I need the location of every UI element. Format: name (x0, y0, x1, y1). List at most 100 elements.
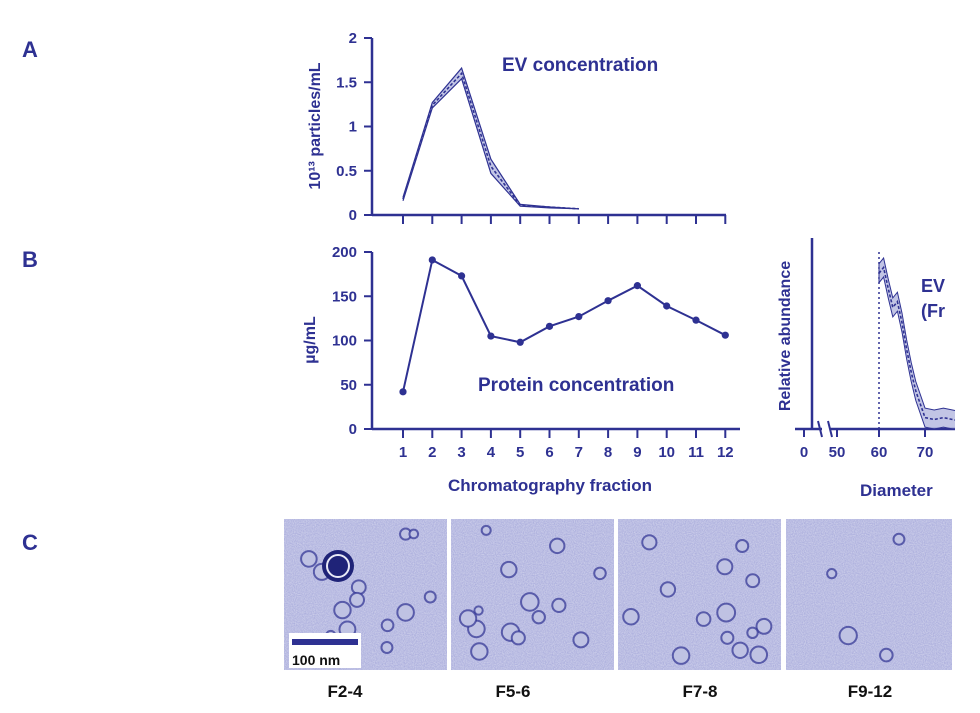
chart-b-x-tick-label: 12 (717, 444, 734, 461)
vesicle-particle (671, 646, 691, 665)
vesicle-particle (500, 560, 518, 579)
panel-letter-a: A (22, 37, 38, 62)
chart-b-x-label: Chromatography fraction (448, 476, 652, 495)
vesicle-particle (826, 568, 838, 580)
chart-b-x-tick-label: 1 (399, 444, 407, 461)
chart-c-title-line1: EV (921, 276, 945, 296)
panel-letter-c: C (22, 530, 38, 555)
vesicle-particle (333, 600, 352, 620)
vesicle-particle (731, 641, 749, 659)
axis-break-mark (817, 420, 823, 438)
vesicle-particle (746, 626, 759, 640)
micrograph-label: F2-4 (328, 682, 364, 701)
tem-micrographs: F2-4 F5-6 F7-8 F9-12 (284, 519, 952, 701)
chart-c-x-tick-label: 70 (917, 444, 934, 461)
chart-b-y-tick-label: 0 (349, 421, 357, 438)
chart-a-y-tick-label: 1.5 (336, 74, 357, 91)
chart-b-y-tick-label: 100 (332, 333, 357, 350)
chart-a-lower-bound-line (402, 77, 579, 210)
vesicle-particle (510, 630, 526, 646)
micrograph-label: F5-6 (496, 682, 531, 701)
chart-b-point (692, 316, 700, 324)
vesicle-particle (470, 642, 489, 661)
chart-b-x-tick-label: 3 (457, 444, 465, 461)
chart-a-title: EV concentration (502, 55, 658, 76)
vesicle-particle (300, 550, 318, 568)
size-distribution-chart: C 0 50 60 70 EV (Fr Relative abundance Diam… (737, 238, 955, 500)
vesicle-particle (622, 607, 640, 626)
scale-bar: 100 nm (289, 633, 361, 668)
chart-b-y-tick-label: 150 (332, 288, 357, 305)
vesicle-particle (408, 528, 420, 540)
axis-break-mark (827, 420, 833, 438)
scale-bar-label: 100 nm (292, 652, 340, 668)
micrograph-panel: F2-4 (284, 519, 447, 701)
vesicle-particle (572, 631, 590, 649)
chart-a-y-tick-label: 1 (349, 119, 357, 136)
micrograph-texture (786, 519, 952, 670)
vesicle-particle (735, 538, 750, 554)
vesicle-particle (892, 532, 906, 546)
vesicle-particle (695, 611, 712, 627)
chart-b-x-tick-label: 5 (516, 444, 524, 461)
vesicle-particle (659, 581, 677, 598)
vesicle-particle (423, 590, 437, 604)
chart-c-title-line2: (Fr (921, 301, 945, 321)
vesicle-particle (593, 566, 607, 581)
vesicle-particle (473, 605, 484, 616)
vesicle-particle (879, 647, 894, 663)
vesicle-particle (755, 617, 773, 635)
vesicle-particle (396, 603, 415, 622)
vesicle-particle (480, 524, 492, 536)
vesicle-particle (551, 597, 567, 613)
chart-b-point (399, 388, 407, 396)
chart-c-x-tick-label: 50 (829, 444, 846, 461)
micrograph-panel: F9-12 (786, 519, 952, 701)
micrograph-label: F9-12 (848, 682, 892, 701)
chart-b-point (458, 272, 466, 280)
panel-letter-c-inset: C (737, 246, 750, 266)
vesicle-particle (749, 645, 769, 665)
chart-a-error-band (403, 68, 579, 209)
panel-letter-b: B (22, 247, 38, 272)
chart-b-line (402, 258, 726, 393)
chart-b-x-tick-label: 11 (688, 444, 704, 461)
chart-b-y-label: µg/mL (302, 316, 319, 364)
vesicle-particle (531, 609, 546, 625)
vesicle-particle (349, 591, 365, 608)
vesicle-particle (641, 534, 658, 551)
micrograph-panel: F5-6 (451, 519, 614, 701)
chart-c-y-label: Relative abundance (777, 261, 794, 411)
vesicle-particle (380, 618, 395, 633)
chart-c-x-label: Diameter (860, 481, 933, 500)
vesicle-particle (458, 609, 478, 628)
scale-bar-line (292, 639, 358, 645)
chart-b-point (604, 297, 612, 305)
vesicle-particle (716, 602, 737, 623)
vesicle-particle (549, 537, 566, 555)
chart-a-mean-line (402, 71, 579, 210)
chart-b-x-tick-label: 9 (633, 444, 641, 461)
chart-b-point (487, 332, 495, 340)
chart-b-title: Protein concentration (478, 375, 674, 396)
vesicle-particle (838, 625, 858, 646)
chart-b-point (721, 331, 729, 339)
chart-b-point (575, 313, 583, 321)
chart-b-point (516, 338, 524, 346)
scale-bar-background (289, 633, 361, 668)
chart-b-x-tick-label: 7 (575, 444, 583, 461)
chart-c-mean-line (878, 265, 955, 421)
vesicle-particle (380, 640, 394, 654)
vesicle-particle (720, 630, 735, 645)
vesicle-particle (350, 579, 367, 596)
vesicle-particle (745, 573, 761, 589)
chart-a-y-label: 10¹³ particles/mL (307, 62, 324, 189)
chart-b-x-tick-label: 10 (658, 444, 675, 461)
chart-a-y-tick-label: 0 (349, 207, 357, 224)
chart-b-y-tick-label: 50 (340, 377, 357, 394)
chart-c-x-tick-label: 0 (800, 444, 808, 461)
large-vesicle-rim (326, 554, 350, 578)
chart-b-x-tick-label: 8 (604, 444, 612, 461)
chart-b-point (428, 256, 436, 264)
